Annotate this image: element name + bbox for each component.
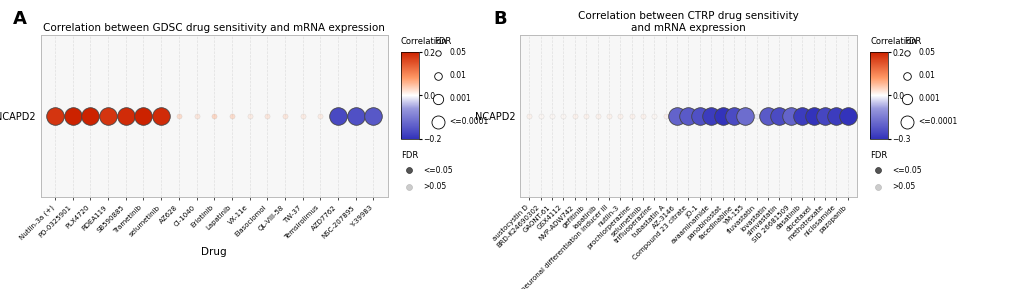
- Point: [543, 113, 559, 118]
- Point: [554, 113, 571, 118]
- Text: <=0.0001: <=0.0001: [918, 117, 957, 126]
- Point: [869, 168, 886, 172]
- Text: 0.001: 0.001: [449, 94, 471, 103]
- Point: [347, 113, 364, 118]
- Point: [623, 113, 639, 118]
- Point: [839, 113, 855, 118]
- Point: [713, 113, 730, 118]
- Point: [242, 113, 258, 118]
- Point: [223, 113, 239, 118]
- Point: [400, 184, 417, 189]
- Title: Correlation between CTRP drug sensitivity
and mRNA expression: Correlation between CTRP drug sensitivit…: [578, 11, 798, 33]
- Text: FDR: FDR: [869, 151, 887, 160]
- Point: [153, 113, 169, 118]
- Point: [646, 113, 662, 118]
- Point: [532, 113, 548, 118]
- Point: [294, 113, 311, 118]
- Title: Correlation between GDSC drug sensitivity and mRNA expression: Correlation between GDSC drug sensitivit…: [43, 23, 385, 33]
- Point: [793, 113, 809, 118]
- Text: >0.05: >0.05: [423, 182, 446, 191]
- Point: [365, 113, 381, 118]
- Text: >0.05: >0.05: [892, 182, 915, 191]
- Point: [521, 113, 537, 118]
- Point: [170, 113, 186, 118]
- Text: FDR: FDR: [903, 37, 920, 46]
- Text: Correlation: Correlation: [869, 37, 916, 46]
- Point: [64, 113, 81, 118]
- Point: [737, 113, 753, 118]
- Text: 0.01: 0.01: [449, 71, 466, 80]
- Point: [898, 73, 914, 78]
- Point: [400, 168, 417, 172]
- Point: [276, 113, 292, 118]
- Text: FDR: FDR: [400, 151, 418, 160]
- Point: [136, 113, 152, 118]
- Point: [578, 113, 594, 118]
- Point: [189, 113, 205, 118]
- Point: [759, 113, 775, 118]
- Point: [869, 184, 886, 189]
- Point: [898, 51, 914, 55]
- Text: 0.05: 0.05: [449, 49, 466, 58]
- Point: [312, 113, 328, 118]
- Point: [206, 113, 222, 118]
- Point: [329, 113, 345, 118]
- Text: <=0.0001: <=0.0001: [449, 117, 488, 126]
- Text: 0.01: 0.01: [918, 71, 934, 80]
- Point: [47, 113, 63, 118]
- Point: [83, 113, 99, 118]
- Point: [691, 113, 707, 118]
- Point: [898, 119, 914, 124]
- Point: [770, 113, 787, 118]
- Point: [100, 113, 116, 118]
- Text: FDR: FDR: [434, 37, 451, 46]
- Point: [898, 97, 914, 101]
- Point: [748, 113, 764, 118]
- Point: [117, 113, 133, 118]
- Point: [805, 113, 821, 118]
- Point: [429, 73, 445, 78]
- Point: [668, 113, 685, 118]
- Point: [259, 113, 275, 118]
- Point: [567, 113, 583, 118]
- Point: [827, 113, 844, 118]
- Text: Correlation: Correlation: [400, 37, 447, 46]
- Text: B: B: [493, 10, 506, 28]
- Point: [702, 113, 718, 118]
- Point: [816, 113, 833, 118]
- Point: [782, 113, 798, 118]
- Text: 0.001: 0.001: [918, 94, 940, 103]
- Point: [589, 113, 605, 118]
- Point: [600, 113, 616, 118]
- Point: [429, 51, 445, 55]
- Point: [634, 113, 650, 118]
- Text: <=0.05: <=0.05: [423, 166, 452, 175]
- Point: [611, 113, 628, 118]
- Point: [726, 113, 742, 118]
- X-axis label: Drug: Drug: [201, 247, 227, 257]
- Point: [657, 113, 674, 118]
- Point: [429, 97, 445, 101]
- Text: A: A: [13, 10, 26, 28]
- Text: <=0.05: <=0.05: [892, 166, 921, 175]
- Text: 0.05: 0.05: [918, 49, 934, 58]
- Point: [429, 119, 445, 124]
- Point: [680, 113, 696, 118]
